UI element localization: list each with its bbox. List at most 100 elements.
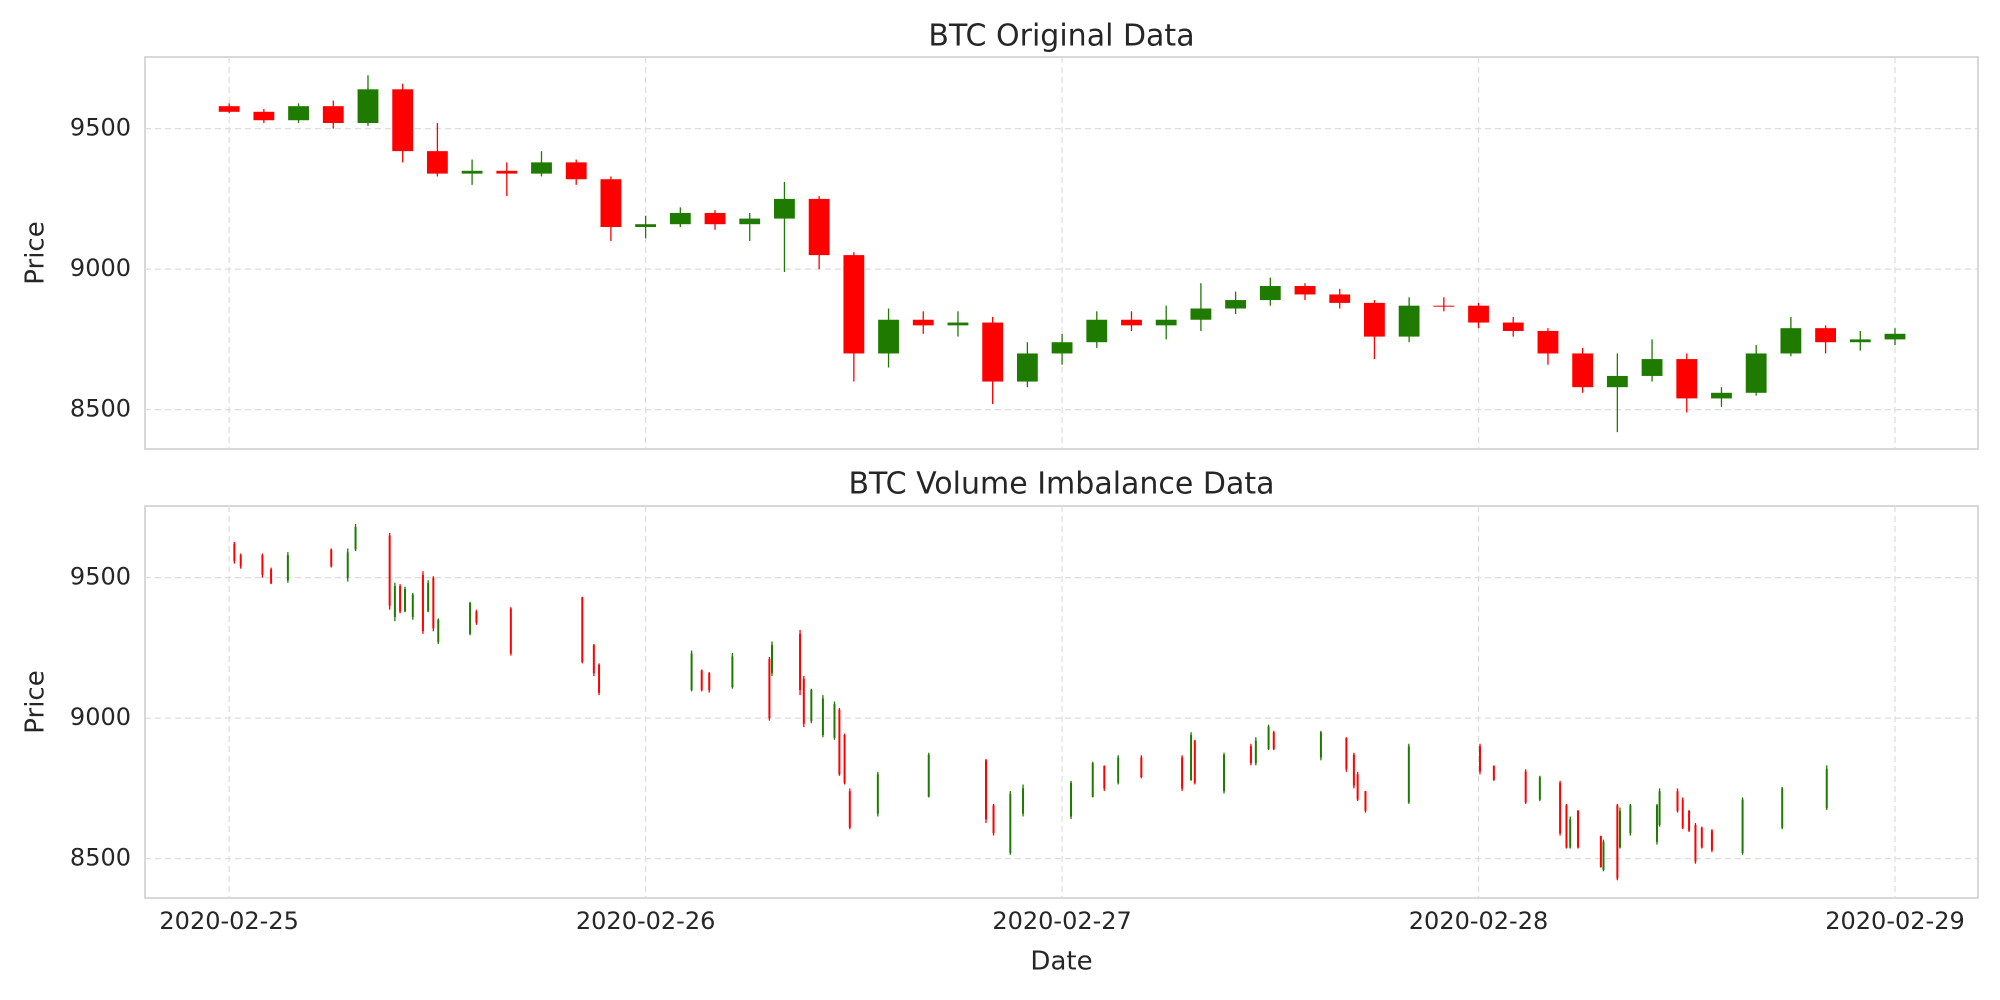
candle-body: [1502, 322, 1524, 331]
candle-body: [1356, 774, 1359, 800]
candle-body: [421, 574, 424, 632]
candle-body: [388, 535, 391, 606]
candle-body: [1249, 746, 1252, 764]
candle-body: [1781, 788, 1784, 828]
candle-body: [509, 608, 512, 654]
candle-body: [403, 588, 406, 612]
candle-body: [1569, 819, 1572, 848]
candle-body: [600, 179, 622, 228]
candle-body: [982, 322, 1004, 382]
y-tick-label: 9000: [70, 703, 131, 731]
candle-body: [833, 704, 836, 738]
x-tick-label: 2020-02-25: [159, 907, 298, 935]
candle-body: [802, 678, 805, 724]
candle-body: [357, 89, 379, 124]
candle-body: [1319, 732, 1322, 758]
candle-body: [286, 555, 289, 581]
candle-body: [843, 735, 846, 783]
candle-body: [838, 709, 841, 775]
candle-body: [1329, 294, 1351, 303]
candle-body: [1181, 757, 1184, 789]
candle-body: [739, 218, 761, 225]
x-axis-label: Date: [1030, 947, 1092, 977]
candle-body: [878, 319, 899, 354]
candle-body: [322, 106, 344, 124]
candle-body: [768, 659, 771, 719]
candle-body: [399, 586, 402, 612]
candle-body: [848, 791, 851, 828]
candle-body: [1572, 353, 1594, 388]
candle-body: [690, 653, 693, 691]
candle-body: [1294, 286, 1316, 295]
candle-body: [700, 670, 703, 691]
candle-body: [985, 760, 988, 820]
candle-body: [1710, 830, 1713, 851]
candle-body: [1538, 777, 1541, 800]
candle-body: [1259, 286, 1281, 301]
candle-body: [1780, 328, 1802, 354]
candle-body: [704, 212, 726, 225]
candle-body: [1618, 810, 1621, 848]
candle-body: [1364, 302, 1385, 337]
candle-body: [1559, 782, 1562, 834]
candle-body: [1407, 746, 1410, 803]
candle-body: [771, 645, 774, 674]
candle-body: [992, 805, 995, 834]
candle-body: [1117, 757, 1120, 783]
x-tick-label: 2020-02-28: [1409, 907, 1548, 935]
candle-body: [1537, 330, 1559, 354]
candle-body: [708, 673, 711, 691]
candle-body: [261, 555, 264, 575]
candle-body: [1711, 392, 1732, 399]
candle-body: [927, 754, 930, 797]
candle-body: [354, 527, 357, 550]
candle-body: [427, 583, 430, 612]
x-tick-label: 2020-02-26: [576, 907, 715, 935]
candle-body: [1688, 810, 1691, 831]
candle-body: [1658, 791, 1661, 825]
candle-body: [1345, 737, 1348, 769]
candle-body: [432, 577, 435, 629]
candle-body: [1745, 353, 1767, 393]
candle-body: [346, 552, 349, 578]
candle-body: [669, 212, 691, 225]
candle-body: [1468, 305, 1489, 323]
candle-body: [592, 645, 595, 674]
x-tick-label: 2020-02-29: [1825, 907, 1964, 935]
candle-body: [1849, 339, 1871, 343]
candle-body: [1524, 771, 1527, 803]
candle-body: [1616, 805, 1619, 879]
candle-body: [1272, 732, 1275, 750]
candle-body: [288, 106, 309, 121]
candle-body: [1629, 805, 1632, 834]
candle-body: [1884, 333, 1906, 340]
candle-body: [1599, 836, 1602, 868]
candle-body: [1565, 805, 1568, 848]
candle-body: [1155, 319, 1177, 326]
candle-body: [1815, 328, 1836, 343]
candle-body: [1254, 740, 1257, 764]
candle-body: [469, 602, 472, 634]
candle-body: [1641, 359, 1663, 376]
candle-body: [218, 106, 240, 112]
candle-body: [1492, 765, 1495, 780]
candle-body: [821, 698, 824, 736]
candle-body: [1009, 794, 1012, 854]
candle-body: [1577, 810, 1580, 848]
candle-body: [1091, 763, 1094, 797]
candle-body: [233, 543, 236, 561]
candle-body: [1016, 353, 1038, 382]
y-tick-label: 8500: [70, 844, 131, 872]
candle-body: [437, 619, 440, 643]
candle-body: [270, 569, 273, 584]
candle-body: [565, 162, 587, 180]
candle-body: [1193, 740, 1196, 783]
y-axis-label: Price: [21, 670, 51, 733]
candle-body: [1694, 824, 1697, 862]
candle-body: [1741, 799, 1744, 854]
candle-body: [1070, 782, 1073, 817]
y-tick-label: 9500: [70, 563, 131, 591]
candle-body: [581, 597, 584, 662]
candle-body: [392, 89, 414, 152]
